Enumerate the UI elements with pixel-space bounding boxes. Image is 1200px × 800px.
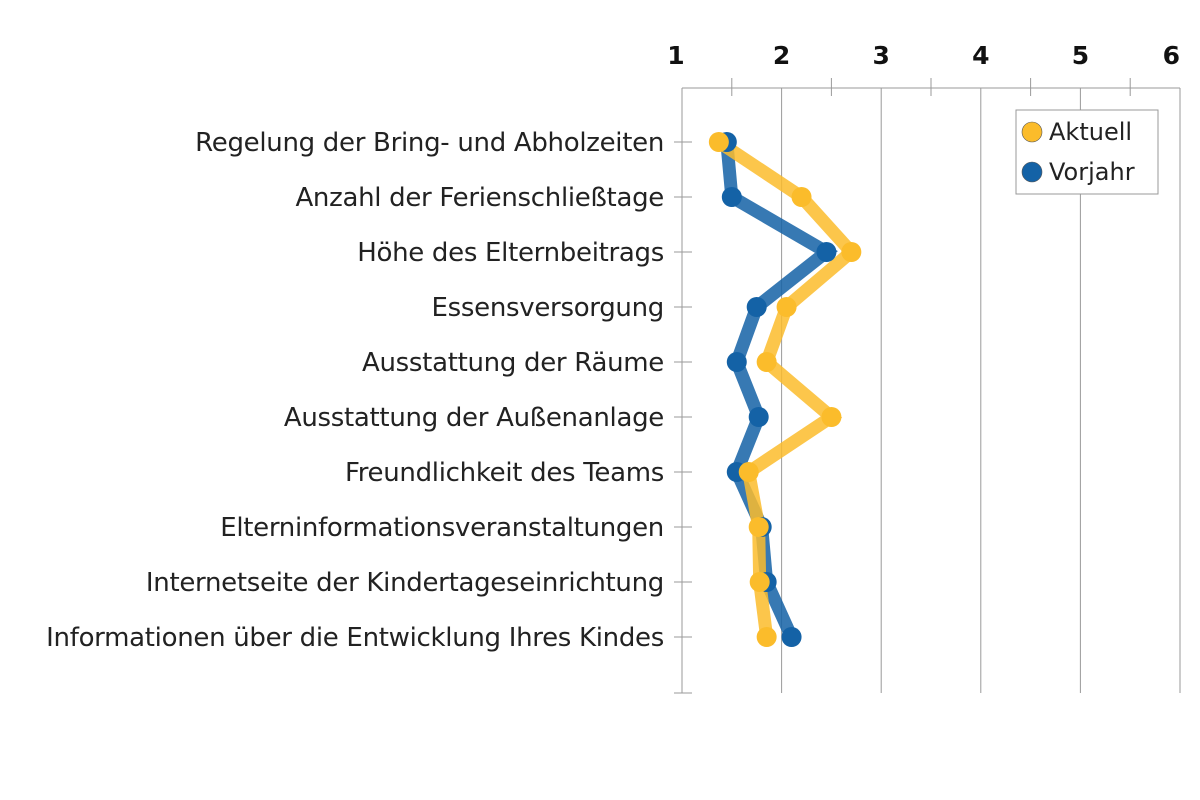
label-layer: 1 2 3 4 5 6 Regelung der Bring- und Abholzeite…	[46, 41, 1180, 653]
data-point-aktuell	[748, 517, 769, 537]
data-point-aktuell	[708, 132, 729, 152]
category-label: Regelung der Bring- und Abholzeiten	[195, 128, 664, 158]
axis-layer	[674, 78, 1180, 694]
data-point-vorjahr	[721, 187, 742, 207]
data-point-vorjahr	[781, 627, 802, 647]
x-tick-label: 6	[1163, 41, 1180, 70]
category-label: Ausstattung der Außenanlage	[284, 403, 664, 433]
data-point-vorjahr	[746, 297, 767, 317]
category-label: Informationen über die Entwicklung Ihres…	[46, 623, 664, 653]
x-tick-label: 5	[1072, 41, 1089, 70]
legend-label-aktuell: Aktuell	[1049, 118, 1132, 146]
category-label: Ausstattung der Räume	[362, 348, 664, 378]
data-point-vorjahr	[816, 242, 837, 262]
category-label: Essensversorgung	[432, 293, 664, 323]
x-tick-label: 4	[972, 41, 989, 70]
category-label: Höhe des Elternbeitrags	[357, 238, 664, 268]
data-point-aktuell	[749, 572, 770, 592]
data-point-aktuell	[738, 462, 759, 482]
category-label: Anzahl der Ferienschließtage	[295, 183, 664, 213]
category-label: Elterninformationsveranstaltungen	[220, 513, 664, 543]
data-point-aktuell	[791, 187, 812, 207]
series-layer	[708, 132, 862, 647]
data-point-vorjahr	[748, 407, 769, 427]
legend-box	[1015, 109, 1159, 195]
data-point-aktuell	[756, 352, 777, 372]
data-point-aktuell	[776, 297, 797, 317]
x-tick-label: 1	[667, 41, 684, 70]
series-line-aktuell	[715, 136, 861, 638]
category-label: Internetseite der Kindertageseinrichtung	[146, 568, 664, 598]
x-tick-label: 3	[872, 41, 889, 70]
data-point-aktuell	[756, 627, 777, 647]
legend-marker-vorjahr	[1021, 161, 1043, 183]
legend-marker-aktuell	[1021, 121, 1043, 143]
legend-label-vorjahr: Vorjahr	[1049, 158, 1135, 186]
data-point-aktuell	[821, 407, 842, 427]
data-point-aktuell	[841, 242, 862, 262]
legend: Aktuell Vorjahr	[1015, 109, 1159, 195]
data-point-vorjahr	[726, 352, 747, 372]
x-tick-label: 2	[773, 41, 790, 70]
category-label: Freundlichkeit des Teams	[345, 458, 664, 488]
